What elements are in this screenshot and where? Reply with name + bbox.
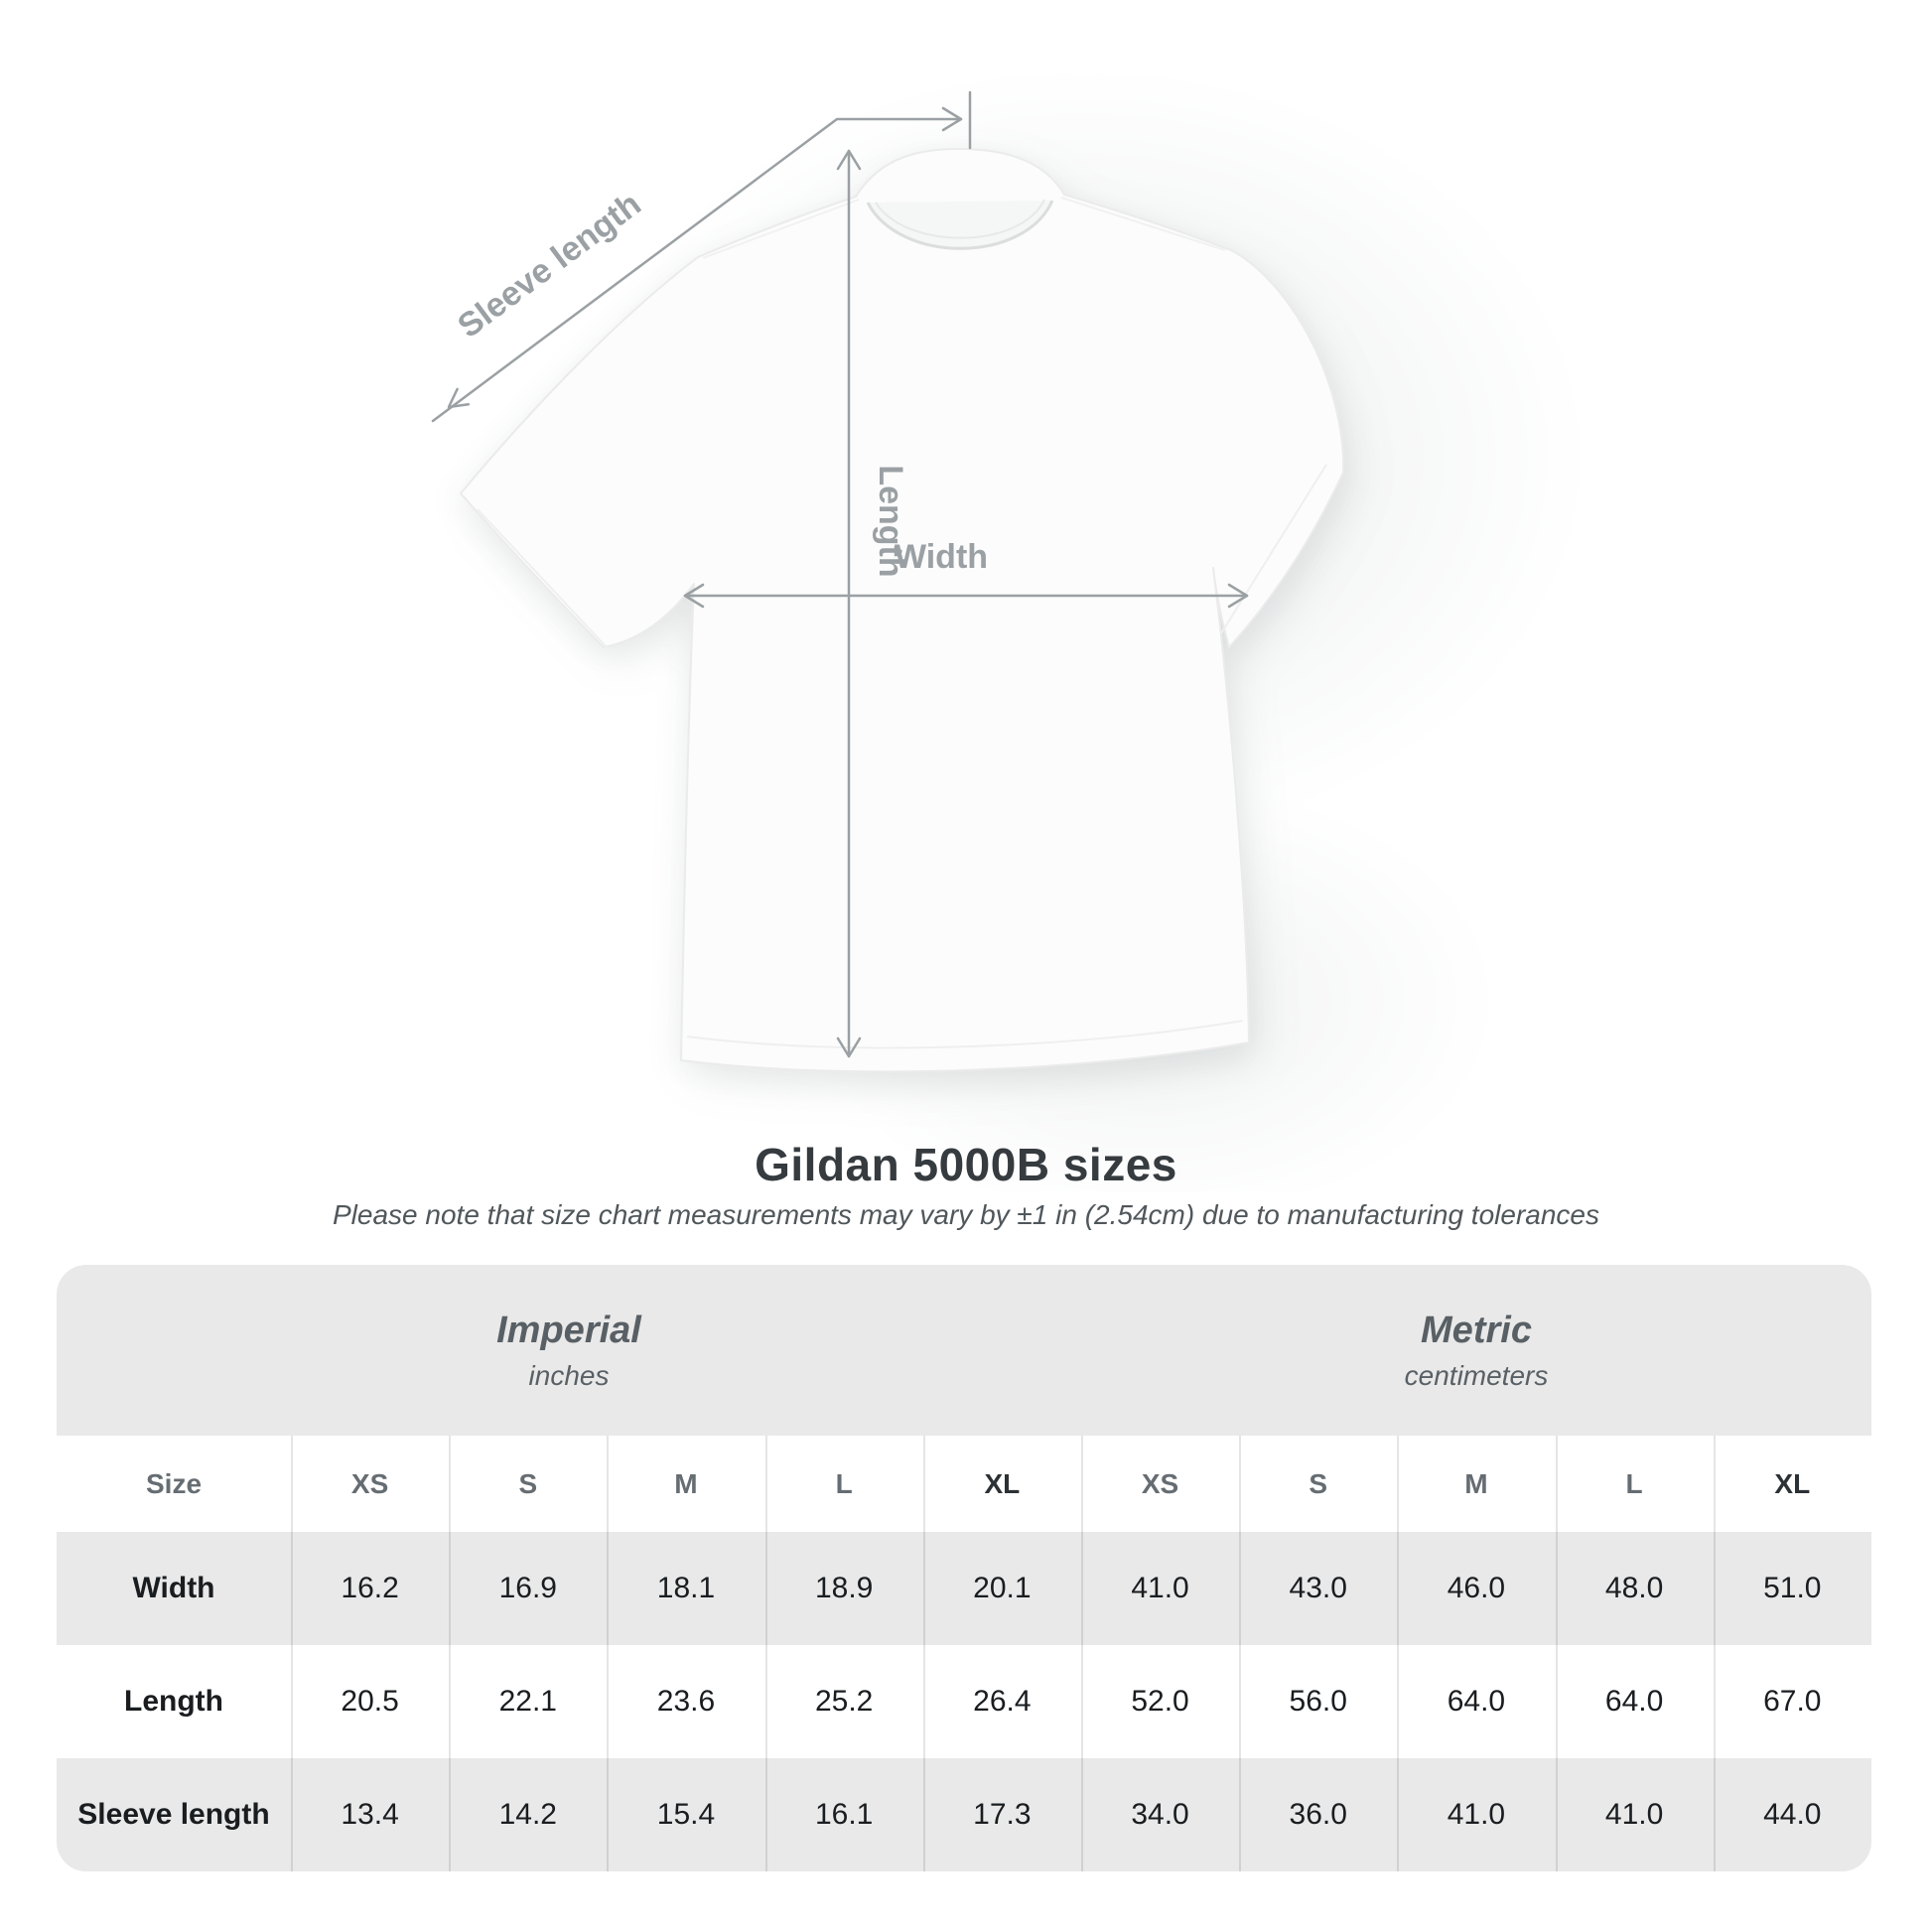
table-cell: 18.1 bbox=[607, 1532, 764, 1645]
dimension-lines bbox=[431, 90, 1249, 1058]
table-cell: 16.2 bbox=[291, 1532, 449, 1645]
table-cell: 64.0 bbox=[1397, 1645, 1555, 1758]
table-row-width: Width 16.2 16.9 18.1 18.9 20.1 41.0 43.0… bbox=[57, 1532, 1871, 1645]
table-header-row: Size XS S M L XL XS S M L XL bbox=[57, 1436, 1871, 1532]
unit-group-imperial: Imperial inches bbox=[57, 1265, 1081, 1436]
metric-label: Metric bbox=[1421, 1309, 1532, 1351]
tshirt-collar-rib bbox=[875, 199, 1045, 239]
table-cell: 15.4 bbox=[607, 1758, 764, 1871]
table-row-length: Length 20.5 22.1 23.6 25.2 26.4 52.0 56.… bbox=[57, 1645, 1871, 1758]
tshirt-body bbox=[460, 148, 1344, 1073]
table-cell: 46.0 bbox=[1397, 1532, 1555, 1645]
length-label: Length bbox=[872, 465, 909, 577]
table-cell: 51.0 bbox=[1714, 1532, 1871, 1645]
table-cell: 41.0 bbox=[1081, 1532, 1239, 1645]
column-header: M bbox=[1397, 1436, 1555, 1532]
row-label: Width bbox=[132, 1572, 215, 1604]
table-cell: 17.3 bbox=[923, 1758, 1081, 1871]
table-cell: 36.0 bbox=[1239, 1758, 1397, 1871]
tshirt-illustration bbox=[460, 148, 1344, 1073]
table-cell: 44.0 bbox=[1714, 1758, 1871, 1871]
column-header: L bbox=[765, 1436, 923, 1532]
row-label: Sleeve length bbox=[77, 1798, 270, 1831]
table-cell: 18.9 bbox=[765, 1532, 923, 1645]
page-title: Gildan 5000B sizes bbox=[755, 1139, 1177, 1190]
size-table: Imperial inches Metric centimeters Size … bbox=[57, 1265, 1871, 1871]
tolerance-note: Please note that size chart measurements… bbox=[333, 1199, 1599, 1230]
table-cell: 25.2 bbox=[765, 1645, 923, 1758]
size-header-cell: Size bbox=[145, 1467, 203, 1499]
table-cell: 41.0 bbox=[1556, 1758, 1714, 1871]
width-arrowhead-left bbox=[683, 583, 705, 609]
table-cell: 67.0 bbox=[1714, 1645, 1871, 1758]
table-cell: 48.0 bbox=[1556, 1532, 1714, 1645]
sleeve-length-arrowhead-left bbox=[447, 387, 471, 409]
column-header: S bbox=[449, 1436, 607, 1532]
table-cell: 43.0 bbox=[1239, 1532, 1397, 1645]
length-arrowhead-top bbox=[836, 149, 862, 171]
column-header: M bbox=[607, 1436, 764, 1532]
table-cell: 26.4 bbox=[923, 1645, 1081, 1758]
table-cell: 13.4 bbox=[291, 1758, 449, 1871]
tshirt-cuff-seam-right bbox=[1220, 464, 1327, 634]
length-arrowhead-bottom bbox=[836, 1036, 862, 1058]
table-cell: 64.0 bbox=[1556, 1645, 1714, 1758]
table-cell: 22.1 bbox=[449, 1645, 607, 1758]
metric-sublabel: centimeters bbox=[1404, 1359, 1549, 1391]
column-header: L bbox=[1556, 1436, 1714, 1532]
tshirt-shoulder-seam-left bbox=[702, 199, 860, 259]
table-cell: 56.0 bbox=[1239, 1645, 1397, 1758]
table-cell: 20.5 bbox=[291, 1645, 449, 1758]
table-cell: 16.1 bbox=[765, 1758, 923, 1871]
column-header: XS bbox=[291, 1436, 449, 1532]
unit-group-metric: Metric centimeters bbox=[1081, 1265, 1871, 1436]
table-cell: 20.1 bbox=[923, 1532, 1081, 1645]
column-header: S bbox=[1239, 1436, 1397, 1532]
sleeve-length-label: Sleeve length bbox=[451, 185, 647, 345]
table-cell: 23.6 bbox=[607, 1645, 764, 1758]
width-label: Width bbox=[895, 538, 988, 576]
table-cell: 52.0 bbox=[1081, 1645, 1239, 1758]
tshirt-measurement-diagram: Sleeve length Length Width bbox=[431, 90, 1344, 1073]
table-cell: 14.2 bbox=[449, 1758, 607, 1871]
column-header: XL bbox=[1714, 1436, 1871, 1532]
column-header: XS bbox=[1081, 1436, 1239, 1532]
tshirt-hem-stitch bbox=[686, 1020, 1244, 1049]
tshirt-neckline bbox=[866, 200, 1054, 250]
column-header: XL bbox=[923, 1436, 1081, 1532]
tshirt-cuff-seam-left bbox=[477, 508, 609, 649]
sleeve-length-arrowhead-right bbox=[941, 106, 963, 132]
width-arrowhead-right bbox=[1227, 583, 1249, 609]
tshirt-shoulder-seam-right bbox=[1060, 197, 1226, 251]
table-cell: 16.9 bbox=[449, 1532, 607, 1645]
table-cell: 41.0 bbox=[1397, 1758, 1555, 1871]
row-label: Length bbox=[124, 1685, 223, 1718]
imperial-label: Imperial bbox=[496, 1309, 641, 1351]
sleeve-length-arrow bbox=[431, 117, 963, 423]
imperial-sublabel: inches bbox=[528, 1359, 610, 1391]
table-cell: 34.0 bbox=[1081, 1758, 1239, 1871]
table-row-sleeve-length: Sleeve length 13.4 14.2 15.4 16.1 17.3 3… bbox=[57, 1758, 1871, 1871]
unit-header-band: Imperial inches Metric centimeters bbox=[57, 1265, 1871, 1436]
